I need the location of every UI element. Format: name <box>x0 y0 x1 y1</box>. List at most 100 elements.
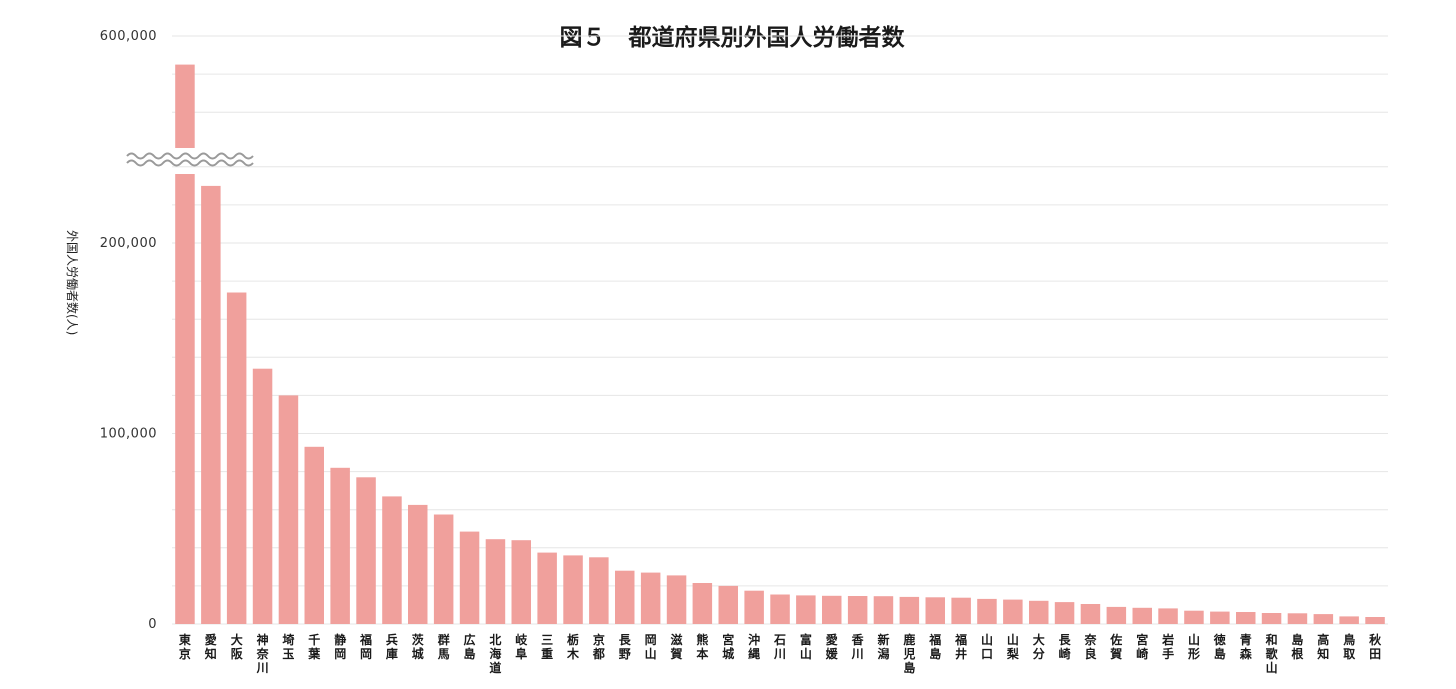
category-label: 沖縄 <box>748 632 760 661</box>
category-label: 茨城 <box>412 632 424 661</box>
category-label: 佐賀 <box>1109 632 1122 661</box>
bar <box>666 575 687 624</box>
y-tick-label: 100,000 <box>100 427 157 442</box>
category-label: 青森 <box>1240 632 1253 661</box>
category-label: 神奈川 <box>256 632 270 675</box>
bar <box>563 555 583 624</box>
bar <box>1313 614 1334 624</box>
y-tick-label: 600,000 <box>100 29 157 44</box>
bar <box>433 514 454 624</box>
bar <box>175 174 195 624</box>
category-label: 埼玉 <box>282 632 294 661</box>
category-label: 長野 <box>619 632 632 661</box>
bar <box>330 467 350 624</box>
category-label: 岡山 <box>645 633 657 661</box>
bar <box>977 598 997 624</box>
category-label: 愛知 <box>204 632 217 661</box>
bar <box>1236 612 1256 624</box>
bar <box>485 539 506 624</box>
bar <box>899 596 920 624</box>
bar <box>304 446 324 624</box>
bar <box>278 395 299 624</box>
category-label: 三重 <box>541 633 553 661</box>
axis-break-gap <box>127 152 239 166</box>
bar <box>1365 617 1385 624</box>
category-label: 京都 <box>592 632 605 661</box>
bar <box>1158 608 1178 624</box>
category-label: 秋田 <box>1369 632 1382 661</box>
category-label: 山口 <box>981 632 993 661</box>
bar <box>692 583 713 624</box>
bar <box>925 597 945 624</box>
category-label: 高知 <box>1316 632 1329 661</box>
bar <box>226 292 247 624</box>
category-label: 宮崎 <box>1136 632 1148 661</box>
category-label: 愛媛 <box>825 632 839 661</box>
category-label: 兵庫 <box>386 632 398 661</box>
gridlines <box>172 35 1388 625</box>
category-label: 滋賀 <box>669 632 682 661</box>
category-label: 鹿児島 <box>902 632 915 675</box>
bar <box>873 596 894 624</box>
category-label: 鳥取 <box>1343 632 1355 661</box>
bar <box>201 185 221 624</box>
category-label: 宮城 <box>722 632 734 661</box>
category-label: 富山 <box>800 632 812 661</box>
category-label: 島根 <box>1291 632 1303 661</box>
category-label: 大阪 <box>231 632 244 661</box>
bar <box>356 477 376 624</box>
axis-break-line <box>126 159 254 167</box>
bar <box>1132 607 1152 624</box>
category-label: 岩手 <box>1161 632 1174 661</box>
category-label: 徳島 <box>1213 632 1226 661</box>
category-label: 岐阜 <box>515 632 528 661</box>
bar <box>382 496 402 624</box>
y-tick-label: 0 <box>148 617 157 632</box>
category-label: 山梨 <box>1006 632 1019 661</box>
category-label: 静岡 <box>334 632 346 661</box>
y-axis-label: 外国人労働者数(人) <box>65 230 80 335</box>
bar <box>252 368 273 624</box>
bar <box>615 570 635 624</box>
category-label: 奈良 <box>1083 632 1097 661</box>
bar <box>1106 606 1127 624</box>
category-label: 和歌山 <box>1265 632 1279 675</box>
bar <box>796 595 816 624</box>
bar-upper-segment <box>175 64 195 148</box>
category-label: 福島 <box>928 632 941 661</box>
chart-title: 図５ 都道府県別外国人労働者数 <box>560 24 906 51</box>
bar <box>847 596 868 624</box>
category-label: 新潟 <box>877 632 889 661</box>
category-label: 福井 <box>954 632 967 661</box>
category-label: 山形 <box>1188 632 1200 661</box>
category-label: 熊本 <box>696 632 708 661</box>
category-label: 群馬 <box>437 632 450 661</box>
bar <box>1184 610 1204 624</box>
bar <box>1287 613 1308 624</box>
bar <box>1261 613 1282 624</box>
category-label: 千葉 <box>307 632 321 661</box>
category-label: 福岡 <box>359 632 372 661</box>
bar <box>1210 611 1230 624</box>
bar <box>1029 600 1049 624</box>
category-label: 広島 <box>463 632 475 661</box>
category-label: 石川 <box>773 633 786 661</box>
y-tick-label: 200,000 <box>100 236 157 251</box>
axis-break-line <box>126 152 254 160</box>
axis-break-mark <box>126 152 254 167</box>
bar <box>537 552 557 624</box>
bar <box>822 595 842 624</box>
category-label: 栃木 <box>566 632 580 661</box>
bar <box>951 597 971 624</box>
y-axis-ticks: 0 100,000 200,000 600,000 <box>100 29 157 632</box>
bar <box>459 531 480 624</box>
bar <box>1339 616 1359 624</box>
bar <box>1003 599 1023 624</box>
bar <box>1054 602 1075 624</box>
category-label: 東京 <box>179 632 191 661</box>
bar <box>718 585 738 624</box>
category-label: 大分 <box>1033 632 1045 661</box>
category-label: 北海道 <box>489 632 501 675</box>
